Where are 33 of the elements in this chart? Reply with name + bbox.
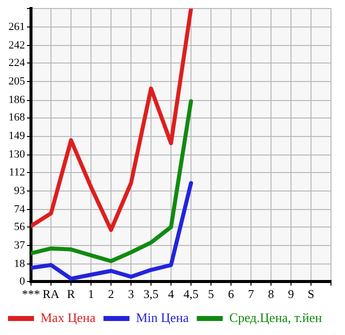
x-tick-label: 8	[268, 286, 274, 301]
y-tick-label: 37	[14, 239, 26, 252]
y-tick-label: 186	[8, 94, 26, 106]
x-tick-label: 2	[108, 286, 114, 301]
y-tick-label: 242	[8, 40, 25, 52]
y-tick-label: 0	[20, 275, 26, 288]
x-tick-label: 5	[208, 286, 214, 301]
x-tick-label: S	[308, 286, 314, 301]
y-tick-label: 205	[8, 76, 26, 88]
x-tick-label: ***	[22, 286, 40, 301]
y-tick-label: 74	[14, 203, 26, 216]
x-tick-label: 4,5	[184, 286, 198, 301]
x-tick-label: 3	[128, 286, 134, 301]
y-tick-label: 261	[8, 21, 25, 34]
y-tick-label: 224	[8, 57, 26, 70]
x-tick-label: 9	[288, 286, 294, 301]
legend-label: Сред.Цена, т.йен	[229, 310, 322, 325]
y-tick-label: 18	[14, 258, 26, 270]
legend-label: Max Цена	[40, 310, 96, 325]
x-tick-label: 3,5	[144, 286, 158, 301]
legend-label: Min Цена	[136, 310, 189, 325]
y-tick-label: 56	[14, 220, 26, 233]
x-tick-label: 6	[228, 286, 234, 301]
y-tick-label: 93	[14, 184, 26, 197]
y-tick-label: 112	[8, 166, 25, 178]
x-tick-label: 1	[88, 286, 94, 301]
x-tick-label: R	[66, 286, 76, 301]
y-tick-label: 168	[8, 112, 26, 124]
y-tick-label: 149	[8, 130, 26, 142]
x-tick-label: 7	[248, 286, 254, 301]
x-tick-label: 4	[168, 286, 174, 301]
y-tick-label: 130	[8, 148, 26, 161]
x-tick-label: RA	[42, 286, 60, 301]
